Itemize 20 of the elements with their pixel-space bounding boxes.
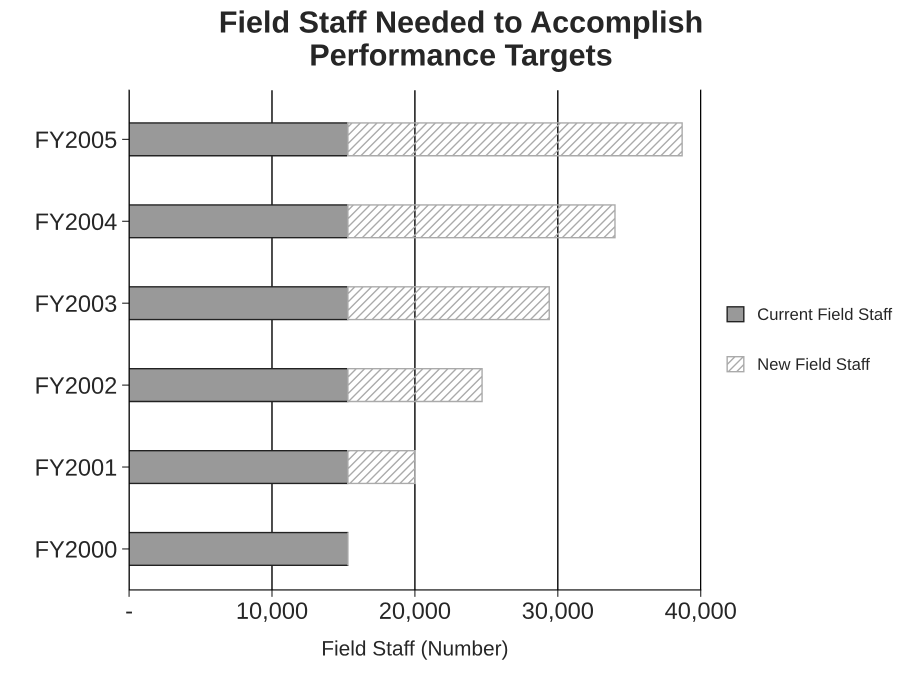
- bar: [347, 204, 616, 238]
- y-tick-label: FY2000: [36, 541, 116, 558]
- x-axis-title: Field Staff (Number): [323, 640, 508, 660]
- x-tick-label: -: [126, 612, 132, 614]
- y-tick-label: FY2005: [36, 131, 116, 148]
- legend-label: New Field Staff: [758, 358, 870, 370]
- y-tick-label: FY2001: [36, 459, 116, 476]
- bar: [347, 450, 416, 484]
- bar: [347, 368, 483, 402]
- legend-label: Current Field Staff: [758, 308, 892, 320]
- x-tick-label: 10,000: [238, 602, 308, 622]
- bar: [347, 122, 683, 156]
- x-tick-label: 40,000: [665, 602, 736, 622]
- y-tick-label: FY2003: [36, 295, 116, 312]
- y-tick-label: FY2002: [36, 377, 116, 394]
- chart-title: Field Staff Needed to Accomplish Performance Targets: [220, 10, 702, 72]
- bar: [347, 286, 550, 320]
- x-tick-label: 20,000: [380, 602, 450, 622]
- y-tick-label: FY2004: [36, 213, 117, 230]
- x-tick-label: 30,000: [522, 602, 593, 622]
